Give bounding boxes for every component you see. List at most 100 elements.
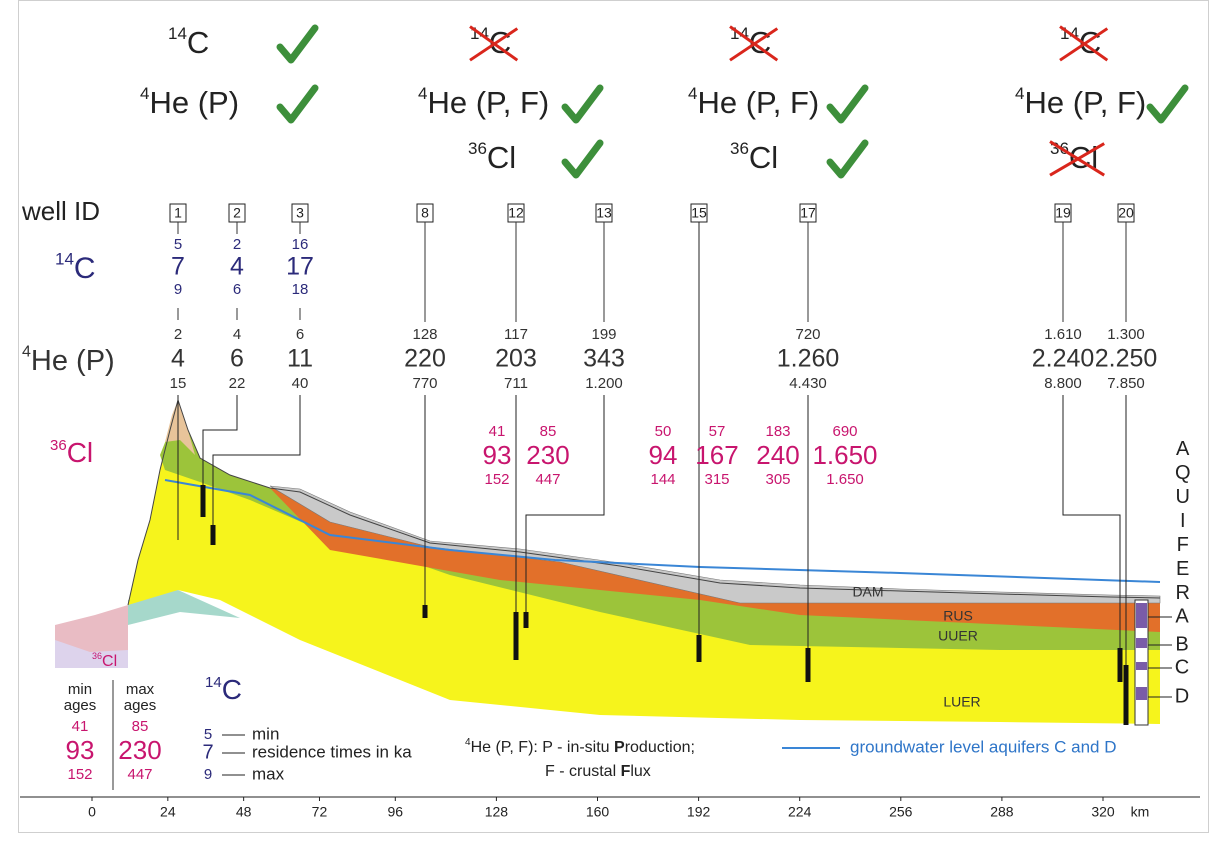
legend-cl36-title-sup: 36 bbox=[92, 651, 102, 661]
legend-c14-title-main: C bbox=[222, 674, 242, 705]
he4-note-part: lux bbox=[630, 763, 650, 780]
cl36-age: 240 bbox=[756, 440, 799, 470]
he4-age: 343 bbox=[583, 345, 625, 373]
tracer-label-sup: 4 bbox=[140, 85, 149, 104]
legend-heading: max bbox=[126, 681, 155, 698]
he4-age: 4 bbox=[233, 326, 241, 343]
he4-age: 4 bbox=[171, 345, 185, 373]
he4-note-part: P bbox=[614, 739, 625, 756]
legend-heading: ages bbox=[64, 697, 97, 714]
cl36-age: 1.650 bbox=[826, 471, 864, 488]
cl36-age: 41 bbox=[489, 423, 506, 440]
well-id: 1 bbox=[174, 205, 182, 221]
he4-age: 1.260 bbox=[777, 345, 840, 373]
tracer-label-sup: 14 bbox=[168, 25, 187, 44]
axis-unit: km bbox=[1131, 804, 1150, 820]
row-label-cl36-main: Cl bbox=[67, 437, 93, 468]
legend-c14-label: min bbox=[252, 724, 279, 743]
he4-age: 11 bbox=[287, 345, 313, 373]
legend-cl36-max: 447 bbox=[127, 766, 152, 783]
cl36-age: 230 bbox=[526, 440, 569, 470]
layer-name: LUER bbox=[943, 694, 980, 710]
groundwater-legend: groundwater level aquifers C and D bbox=[850, 737, 1116, 756]
cl36-age: 315 bbox=[704, 471, 729, 488]
he4-age: 2 bbox=[174, 326, 182, 343]
axis-tick-label: 72 bbox=[312, 804, 328, 820]
well-id: 12 bbox=[508, 205, 524, 221]
he4-age: 203 bbox=[495, 345, 537, 373]
he4-age: 220 bbox=[404, 345, 446, 373]
legend-cl36-max: 85 bbox=[132, 718, 149, 735]
tracer-label-sup: 4 bbox=[688, 85, 697, 104]
axis-tick-label: 96 bbox=[388, 804, 404, 820]
tracer-label-main: C bbox=[187, 25, 209, 60]
legend-cl36-min: 93 bbox=[66, 735, 95, 765]
layer-name: UUER bbox=[938, 628, 978, 644]
c14-age: 7 bbox=[171, 253, 185, 281]
he4-age: 4.430 bbox=[789, 375, 827, 392]
axis-tick-label: 224 bbox=[788, 804, 812, 820]
aquifer-a-screen bbox=[1136, 603, 1147, 628]
legend-c14-title-sup: 14 bbox=[205, 674, 222, 691]
c14-age: 5 bbox=[174, 236, 182, 253]
well-id: 13 bbox=[596, 205, 612, 221]
row-label-he4: 4He (P) bbox=[22, 344, 115, 377]
well-id: 20 bbox=[1118, 205, 1134, 221]
he4-age: 2.250 bbox=[1095, 345, 1158, 373]
well-id: 15 bbox=[691, 205, 707, 221]
legend-heading: ages bbox=[124, 697, 157, 714]
cl36-age: 690 bbox=[832, 423, 857, 440]
axis-tick-label: 24 bbox=[160, 804, 176, 820]
he4-age: 711 bbox=[504, 375, 528, 392]
he4-age: 1.610 bbox=[1044, 326, 1082, 343]
legend-cl36-min: 152 bbox=[67, 766, 92, 783]
c14-age: 17 bbox=[286, 253, 314, 281]
axis-tick-label: 288 bbox=[990, 804, 1014, 820]
he4-note-part: roduction; bbox=[625, 739, 695, 756]
row-label-he4-main: He (P) bbox=[31, 345, 115, 377]
c14-age: 2 bbox=[233, 236, 241, 253]
cl36-age: 57 bbox=[709, 423, 726, 440]
he4-age: 15 bbox=[170, 375, 187, 392]
aquifer-d-screen bbox=[1136, 687, 1147, 700]
axis-tick-label: 48 bbox=[236, 804, 252, 820]
cl36-age: 144 bbox=[650, 471, 675, 488]
tracer-label: 4He (P) bbox=[140, 85, 239, 121]
cl36-age: 85 bbox=[540, 423, 557, 440]
he4-age: 117 bbox=[504, 326, 528, 343]
he4-age: 6 bbox=[230, 345, 244, 373]
well-id: 8 bbox=[421, 205, 429, 221]
tracer-label-main: He (P, F) bbox=[1024, 85, 1146, 120]
figure: AQUIFER 14C4He (P)14C4He (P, F)36Cl14C4H… bbox=[0, 0, 1214, 843]
tracer-label-main: He (P, F) bbox=[697, 85, 819, 120]
cl36-age: 183 bbox=[765, 423, 790, 440]
he4-note-part: F - crustal bbox=[545, 763, 621, 780]
c14-age: 18 bbox=[292, 281, 309, 298]
well-id: 19 bbox=[1055, 205, 1071, 221]
tracer-label: 4He (P, F) bbox=[1015, 85, 1146, 121]
tracer-label-main: Cl bbox=[749, 140, 778, 175]
aquifer-title: AQUIFER bbox=[1172, 438, 1194, 606]
he4-note-part: He (P, F): P - in-situ bbox=[471, 739, 614, 756]
well-id: 2 bbox=[233, 205, 241, 221]
cl36-age: 50 bbox=[655, 423, 672, 440]
aquifer-unit: C bbox=[1175, 656, 1189, 678]
he4-note-part: F bbox=[621, 763, 631, 780]
he4-note: 4He (P, F): P - in-situ Production; bbox=[465, 737, 695, 757]
aquifer-unit: B bbox=[1175, 633, 1188, 655]
tracer-label-sup: 36 bbox=[468, 140, 487, 159]
c14-age: 6 bbox=[233, 281, 241, 298]
he4-age: 770 bbox=[412, 375, 437, 392]
legend-c14-value: 9 bbox=[204, 766, 212, 783]
cl36-age: 152 bbox=[484, 471, 509, 488]
aquifer-c-screen bbox=[1136, 662, 1147, 670]
axis-tick-label: 256 bbox=[889, 804, 913, 820]
cl36-age: 94 bbox=[649, 440, 678, 470]
tracer-label-main: He (P) bbox=[149, 85, 239, 120]
he4-age: 2.240 bbox=[1032, 345, 1095, 373]
tracer-label: 4He (P, F) bbox=[688, 85, 819, 121]
tracer-label-main: He (P, F) bbox=[427, 85, 549, 120]
row-label-c14-sup: 14 bbox=[55, 250, 74, 269]
axis-tick-label: 320 bbox=[1091, 804, 1115, 820]
row-label-c14-main: C bbox=[74, 252, 96, 285]
